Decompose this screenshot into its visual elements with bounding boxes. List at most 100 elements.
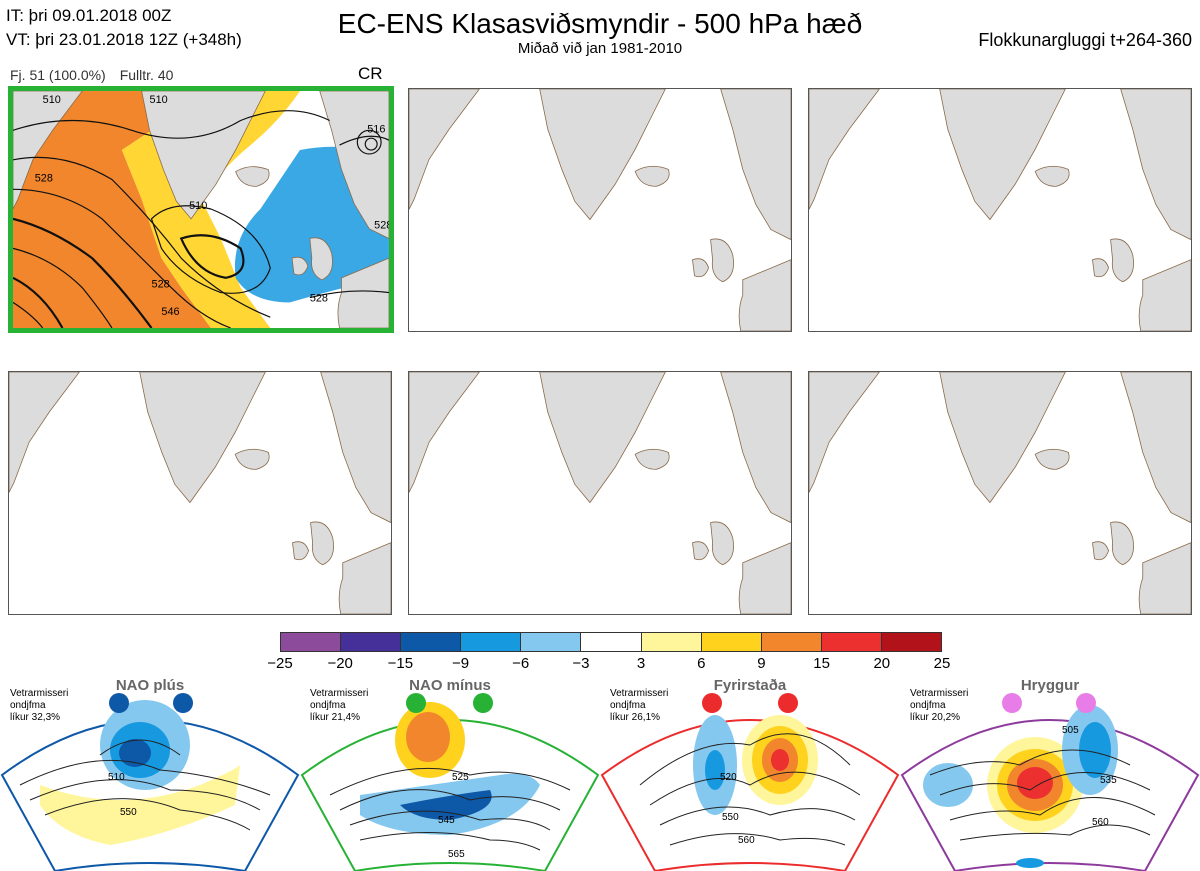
cluster-map-6-canvas: [809, 372, 1191, 614]
regime-info: Vetrarmisseri ondjfma líkur 21,4%: [310, 688, 368, 724]
season-label: Vetrarmisseri: [310, 688, 369, 699]
months-label: ondjfma: [610, 700, 646, 711]
regime-marker-icon: [778, 693, 798, 713]
colorbar-tick-label: −3: [572, 655, 590, 672]
cluster-map-2-canvas: [409, 89, 791, 331]
colorbar-swatch: [281, 633, 342, 651]
contour-label: 516: [367, 123, 385, 135]
season-label: Vetrarmisseri: [910, 688, 969, 699]
contour-label: 545: [438, 815, 455, 826]
contour-label: 528: [152, 279, 170, 291]
contour-label: 528: [374, 220, 389, 232]
colorbar-swatch: [881, 633, 942, 651]
colorbar-tick-label: 9: [757, 655, 766, 672]
months-label: ondjfma: [310, 700, 346, 711]
valid-time: VT: þri 23.01.2018 12Z (+348h): [6, 30, 242, 49]
regime-info: Vetrarmisseri ondjfma líkur 32,3%: [10, 688, 68, 724]
cluster-map-1[interactable]: 510 510 528 510 528 546 528 528 516: [8, 86, 394, 333]
probability-label: líkur 20,2%: [910, 712, 961, 723]
colorbar-tick-label: −9: [451, 655, 470, 672]
regime-ridge[interactable]: 505 535 560 Hryggur Vetrarmisseri ondjfm…: [900, 675, 1200, 871]
cluster-map-2[interactable]: [408, 88, 792, 332]
anomaly-colorbar: [280, 632, 942, 652]
regime-blocking[interactable]: 520 550 560 Fyrirstaða Vetrarmisseri ond…: [600, 675, 900, 871]
cluster-map-5[interactable]: [408, 371, 792, 615]
season-label: Vetrarmisseri: [10, 688, 69, 699]
months-label: ondjfma: [10, 700, 46, 711]
regime-marker-icon: [109, 693, 129, 713]
regime-code: CR: [358, 64, 383, 83]
cluster-map-1-canvas: 510 510 528 510 528 546 528 528 516: [13, 91, 389, 328]
contour-label: 550: [120, 807, 137, 818]
regime-marker-icon: [406, 693, 426, 713]
probability-label: líkur 21,4%: [310, 712, 361, 723]
colorbar-swatch: [581, 633, 642, 651]
colorbar-swatch: [401, 633, 462, 651]
regime-nao-minus[interactable]: 525 545 565 NAO mínus Vetrarmisseri ondj…: [300, 675, 600, 871]
contour-label: 528: [310, 292, 328, 304]
contour-label: 565: [448, 849, 465, 860]
colorbar-tick-label: 3: [636, 655, 646, 672]
months-label: ondjfma: [910, 700, 946, 711]
cluster-map-3-canvas: [809, 89, 1191, 331]
contour-label: 560: [1092, 817, 1109, 828]
regime-marker-icon: [1002, 693, 1022, 713]
cluster-map-6[interactable]: [808, 371, 1192, 615]
contour-label: 560: [738, 835, 755, 846]
cluster-map-5-canvas: [409, 372, 791, 614]
colorbar-swatch: [761, 633, 822, 651]
colorbar-swatch: [341, 633, 402, 651]
contour-label: 546: [161, 306, 179, 318]
regime-info: Vetrarmisseri ondjfma líkur 20,2%: [910, 688, 968, 724]
season-label: Vetrarmisseri: [610, 688, 669, 699]
colorbar-tick-label: 25: [933, 655, 951, 672]
contour-label: 510: [108, 772, 125, 783]
regime-marker-icon: [173, 693, 193, 713]
contour-label: 505: [1062, 725, 1079, 736]
cluster-stats: Fj. 51 (100.0%) Fulltr. 40: [10, 67, 173, 83]
colorbar-swatch: [821, 633, 882, 651]
regime-marker-icon: [473, 693, 493, 713]
colorbar-tick-label: 15: [813, 655, 830, 672]
anomaly-positive-region: [13, 91, 241, 328]
regime-info: Vetrarmisseri ondjfma líkur 26,1%: [610, 688, 668, 724]
window-label: Flokkunargluggi t+264-360: [978, 30, 1192, 50]
representative-member: Fulltr. 40: [119, 67, 174, 83]
contour-label: 525: [452, 772, 469, 783]
cluster-map-3[interactable]: [808, 88, 1192, 332]
colorbar-swatch: [641, 633, 702, 651]
colorbar-swatch: [701, 633, 762, 651]
contour-label: 535: [1100, 775, 1117, 786]
colorbar-tick-label: 20: [873, 655, 891, 672]
regime-name: NAO plús: [115, 677, 185, 694]
regime-marker-icon: [1076, 693, 1096, 713]
contour-label: 510: [43, 94, 61, 106]
regime-nao-plus[interactable]: 510 550 NAO plús Vetrarmisseri ondjfma l…: [0, 675, 300, 871]
regime-name: Fyrirstaða: [713, 677, 787, 694]
regime-name: Hryggur: [1020, 677, 1080, 694]
colorbar-tick-label: −20: [327, 655, 353, 672]
probability-label: líkur 26,1%: [610, 712, 661, 723]
header-info: IT: þri 09.01.2018 00Z VT: þri 23.01.201…: [6, 4, 242, 52]
colorbar-tick-label: −6: [512, 655, 530, 672]
colorbar-swatch: [461, 633, 522, 651]
contour-label: 510: [150, 94, 168, 106]
regime-marker-icon: [702, 693, 722, 713]
cluster-map-4-canvas: [9, 372, 391, 614]
probability-label: líkur 32,3%: [10, 712, 61, 723]
colorbar-swatch: [521, 633, 582, 651]
colorbar-ticks: −25 −20 −15 −9 −6 −3 3 6 9 15 20 25: [250, 655, 972, 675]
regime-name: NAO mínus: [409, 677, 491, 694]
page-title: EC-ENS Klasasviðsmyndir - 500 hPa hæð: [337, 8, 863, 39]
cluster-map-4[interactable]: [8, 371, 392, 615]
initial-time: IT: þri 09.01.2018 00Z: [6, 6, 172, 25]
contour-label: 528: [35, 173, 53, 185]
contour-label: 550: [722, 812, 739, 823]
page-subtitle: Miðað við jan 1981-2010: [517, 40, 683, 57]
contour-label: 520: [720, 772, 737, 783]
colorbar-tick-label: −25: [267, 655, 293, 672]
colorbar-tick-label: −15: [387, 655, 414, 672]
member-count: Fj. 51 (100.0%): [10, 67, 106, 83]
colorbar-tick-label: 6: [697, 655, 706, 672]
contour-label: 510: [189, 200, 207, 212]
